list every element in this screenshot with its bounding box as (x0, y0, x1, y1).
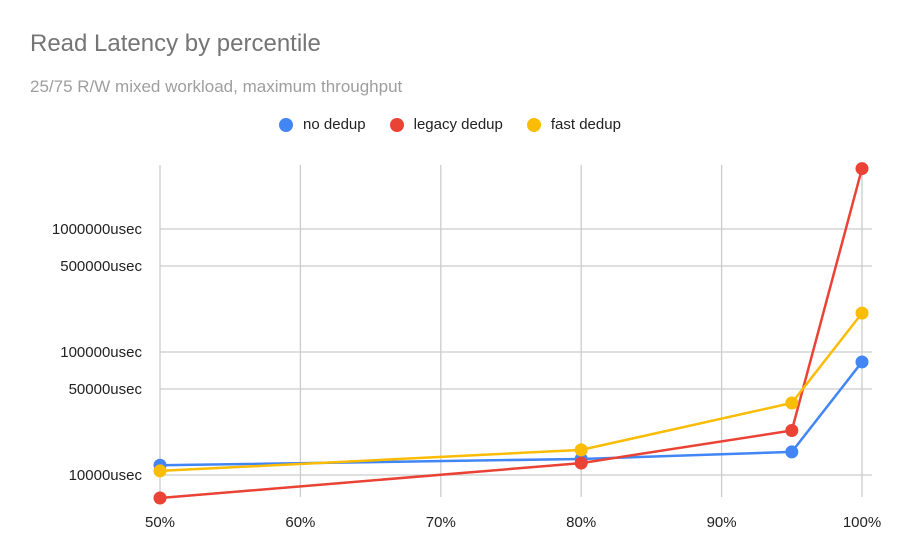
x-tick-label: 70% (426, 514, 456, 531)
x-tick-label: 100% (843, 514, 881, 531)
legend-item-fast-dedup[interactable]: fast dedup (526, 116, 621, 133)
y-tick-label: 100000usec (60, 344, 142, 361)
y-tick-label: 10000usec (69, 467, 143, 484)
legend-marker-icon (389, 117, 404, 132)
data-point-legacy-dedup (574, 456, 588, 470)
legend: no dedup legacy dedup fast dedup (0, 116, 900, 133)
x-tick-label: 90% (707, 514, 737, 531)
legend-label: fast dedup (550, 116, 621, 133)
series-line-fast-dedup (159, 312, 863, 473)
data-point-legacy-dedup (153, 491, 167, 505)
legend-marker-icon (526, 117, 541, 132)
data-point-fast-dedup (574, 443, 588, 457)
legend-item-legacy-dedup[interactable]: legacy dedup (389, 116, 503, 133)
data-point-fast-dedup (855, 306, 869, 320)
y-tick-label: 50000usec (69, 381, 143, 398)
data-point-legacy-dedup (855, 162, 869, 176)
chart-subtitle: 25/75 R/W mixed workload, maximum throug… (30, 77, 403, 96)
data-point-legacy-dedup (785, 424, 799, 438)
data-point-no-dedup (855, 355, 869, 369)
x-tick-label: 60% (285, 514, 315, 531)
y-tick-label: 1000000usec (52, 221, 143, 238)
series-line-legacy-dedup (159, 168, 864, 500)
chart-title: Read Latency by percentile (30, 30, 321, 57)
y-tick-label: 500000usec (60, 258, 142, 275)
data-point-fast-dedup (153, 464, 167, 478)
series-line-no-dedup (159, 361, 863, 467)
legend-label: no dedup (303, 116, 366, 133)
legend-marker-icon (279, 117, 294, 132)
data-point-no-dedup (785, 445, 799, 459)
data-point-fast-dedup (785, 396, 799, 410)
x-tick-label: 50% (145, 514, 175, 531)
legend-item-no-dedup[interactable]: no dedup (279, 116, 366, 133)
x-tick-label: 80% (566, 514, 596, 531)
legend-label: legacy dedup (413, 116, 503, 133)
